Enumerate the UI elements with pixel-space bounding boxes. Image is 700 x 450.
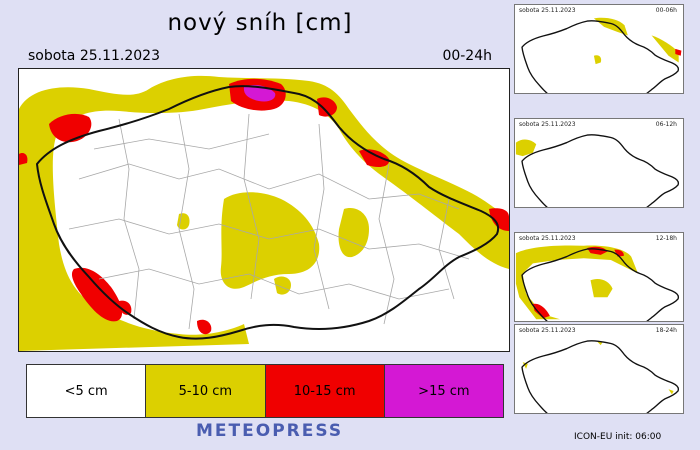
thumb-map-svg [515, 134, 680, 207]
thumb-date: sobota 25.11.2023 [519, 235, 576, 242]
thumb-range: 12-18h [655, 235, 677, 242]
forecast-range: 00-24h [442, 48, 492, 64]
legend-label: 10-15 cm [293, 383, 356, 399]
district-borders [68, 113, 470, 330]
thumb-map-4: sobota 25.11.2023 18-24h [514, 324, 684, 414]
thumb-map-svg [515, 245, 680, 321]
legend-label: >15 cm [418, 383, 470, 399]
forecast-date: sobota 25.11.2023 [28, 48, 160, 64]
legend: <5 cm 5-10 cm 10-15 cm >15 cm [26, 364, 504, 418]
country-border [35, 85, 500, 340]
thumb-range: 18-24h [655, 327, 677, 334]
thumb-map-2: sobota 25.11.2023 06-12h [514, 118, 684, 208]
thumb-map-svg [521, 17, 682, 93]
thumb-date: sobota 25.11.2023 [519, 121, 576, 128]
legend-item-5-10: 5-10 cm [146, 365, 266, 417]
czech-snow-map-svg [19, 75, 509, 351]
thumb-map-1: sobota 25.11.2023 00-06h [514, 4, 684, 94]
brand-logo: METEOPRESS [196, 421, 344, 441]
model-init-footer: ICON-EU init: 06:00 [574, 432, 662, 442]
thumb-map-3: sobota 25.11.2023 12-18h [514, 232, 684, 322]
thumb-map-svg [521, 340, 680, 413]
snow-5-10-areas [19, 75, 509, 351]
legend-item-lt5: <5 cm [27, 365, 147, 417]
thumb-date: sobota 25.11.2023 [519, 327, 576, 334]
legend-label: 5-10 cm [178, 383, 233, 399]
thumb-date: sobota 25.11.2023 [519, 7, 576, 14]
legend-item-gt15: >15 cm [384, 365, 503, 417]
main-snow-map [18, 68, 510, 352]
thumb-range: 06-12h [655, 121, 677, 128]
thumb-range: 00-06h [655, 7, 677, 14]
legend-item-10-15: 10-15 cm [265, 365, 385, 417]
map-title: nový sníh [cm] [167, 10, 353, 36]
legend-label: <5 cm [64, 383, 108, 399]
